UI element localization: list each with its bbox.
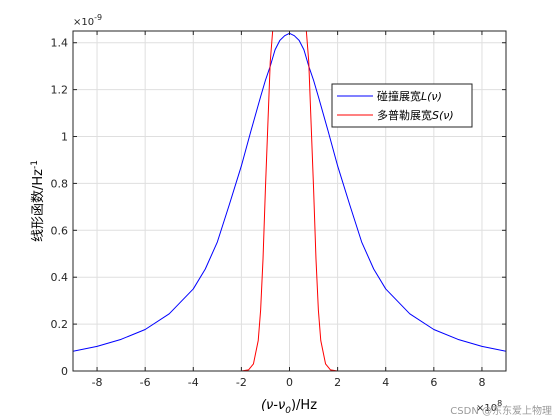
y-multiplier-exponent: -9 (94, 13, 102, 22)
x-label-main: (ν-ν (261, 398, 285, 413)
x-tick-label: -4 (188, 376, 199, 389)
tick-marks (73, 31, 506, 372)
y-tick-label: 1 (61, 131, 68, 144)
x-tick-label: -6 (140, 376, 151, 389)
legend-label-collision: 碰撞展宽L(ν) (377, 89, 442, 103)
y-axis-label: 线形函数/Hz-1 (30, 160, 46, 242)
series-line-doppler (73, 31, 506, 371)
x-tick-label: 4 (382, 376, 389, 389)
x-tick-label: -8 (92, 376, 103, 389)
y-tick-label: 0.4 (51, 271, 69, 284)
x-tick-label: 6 (430, 376, 437, 389)
y-tick-label: 1.4 (51, 37, 69, 50)
legend: 碰撞展宽L(ν) 多普勒展宽S(ν) (331, 83, 473, 128)
legend-box (331, 83, 473, 128)
y-tick-label: 0.2 (51, 318, 69, 331)
y-tick-label: 1.2 (51, 84, 69, 97)
watermark-text: CSDN @东东爱上物理 (450, 404, 552, 417)
x-tick-label: 8 (478, 376, 485, 389)
y-tick-label: 0 (61, 365, 68, 378)
x-label-subscript: 0 (285, 406, 291, 416)
y-axis-multiplier: ×10-9 (73, 13, 102, 28)
x-label-tail: )/Hz (291, 398, 317, 413)
y-label-main: 线形函数/Hz (31, 169, 46, 242)
x-tick-labels: -8 -6 -4 -2 0 2 4 6 8 (92, 376, 486, 389)
legend-2-argument: (ν) (439, 109, 454, 122)
x-multiplier-exponent: 8 (497, 399, 502, 408)
legend-2-prefix: 多普勒展宽 (377, 108, 432, 122)
x-axis-multiplier: ×108 (476, 399, 502, 414)
x-tick-label: -2 (236, 376, 247, 389)
y-label-superscript: -1 (30, 160, 40, 169)
legend-1-argument: (ν) (427, 90, 442, 103)
y-tick-label: 0.8 (51, 177, 69, 190)
x-tick-label: 0 (286, 376, 293, 389)
y-multiplier-base: ×10 (73, 17, 94, 28)
x-tick-label: 2 (334, 376, 341, 389)
x-axis-label: (ν-ν0)/Hz (261, 398, 317, 416)
legend-1-prefix: 碰撞展宽 (377, 89, 421, 103)
legend-2-function: S (432, 109, 439, 122)
x-multiplier-base: ×10 (476, 403, 497, 414)
y-tick-labels: 0 0.2 0.4 0.6 0.8 1 1.2 1.4 (51, 37, 69, 378)
legend-1-function: L (421, 90, 427, 103)
y-tick-label: 0.6 (51, 224, 69, 237)
legend-label-doppler: 多普勒展宽S(ν) (377, 108, 454, 122)
